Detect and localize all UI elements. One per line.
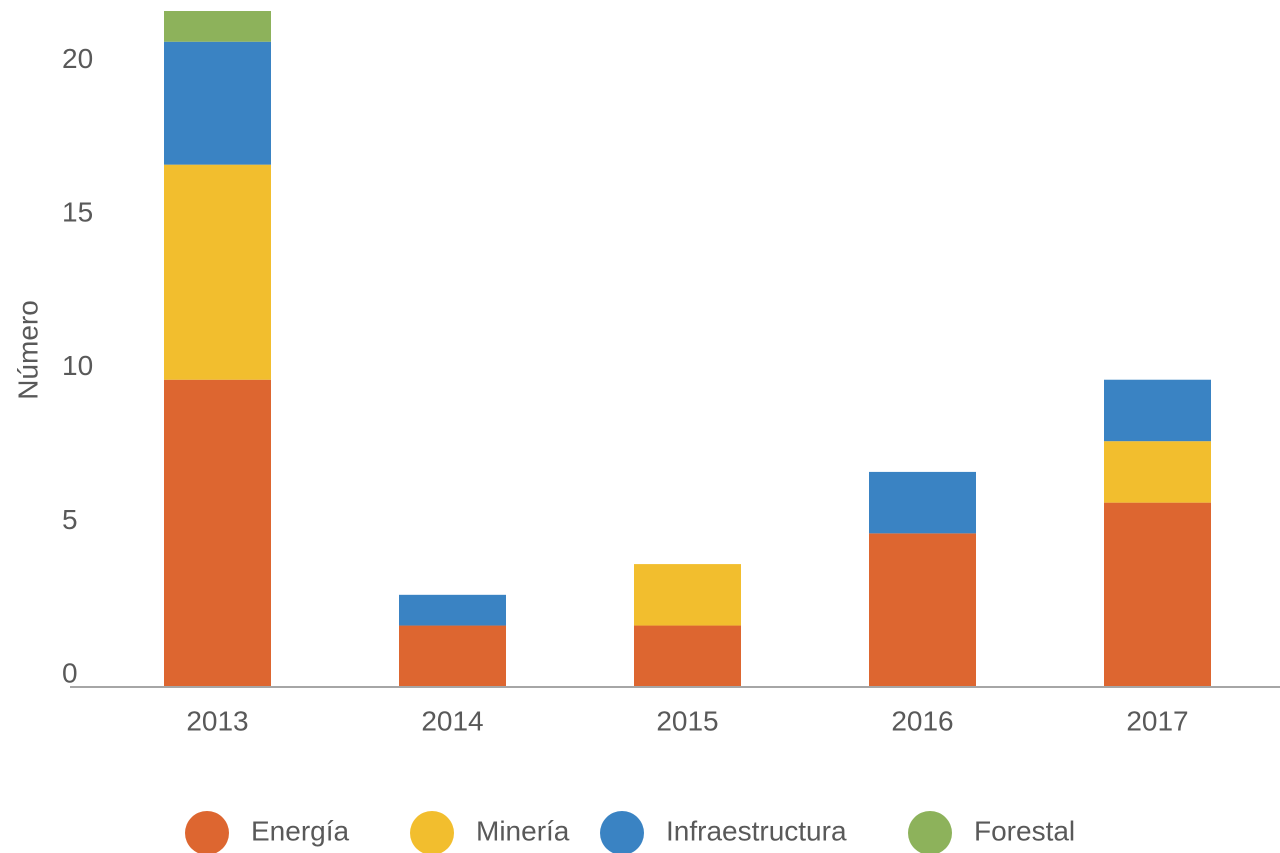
x-tick-label: 2017	[1126, 705, 1188, 736]
bar-segment	[399, 625, 506, 687]
y-tick-label: 0	[62, 657, 78, 688]
legend-marker	[600, 811, 644, 853]
legend-marker	[410, 811, 454, 853]
bar-segment	[164, 11, 271, 42]
bar-segment	[164, 379, 271, 687]
bar-segment	[399, 594, 506, 626]
bar-segment	[869, 533, 976, 687]
bar-segment	[634, 564, 741, 626]
bar-segment	[869, 471, 976, 534]
bar-segment	[1104, 441, 1211, 503]
bar-segment	[164, 164, 271, 380]
bar-segment	[634, 625, 741, 687]
bar-segment	[164, 41, 271, 165]
legend-label: Energía	[251, 815, 349, 846]
y-tick-label: 10	[62, 350, 93, 381]
y-tick-label: 20	[62, 43, 93, 74]
x-tick-label: 2016	[891, 705, 953, 736]
bar-segment	[1104, 502, 1211, 687]
x-tick-label: 2015	[656, 705, 718, 736]
x-tick-label: 2013	[186, 705, 248, 736]
legend-label: Infraestructura	[666, 815, 847, 846]
bar-segment	[1104, 379, 1211, 442]
legend-label: Minería	[476, 815, 570, 846]
legend-label: Forestal	[974, 815, 1075, 846]
y-tick-label: 15	[62, 196, 93, 227]
y-tick-label: 5	[62, 504, 78, 535]
x-tick-label: 2014	[421, 705, 483, 736]
y-axis-label: Número	[12, 300, 43, 400]
legend-marker	[908, 811, 952, 853]
legend-marker	[185, 811, 229, 853]
